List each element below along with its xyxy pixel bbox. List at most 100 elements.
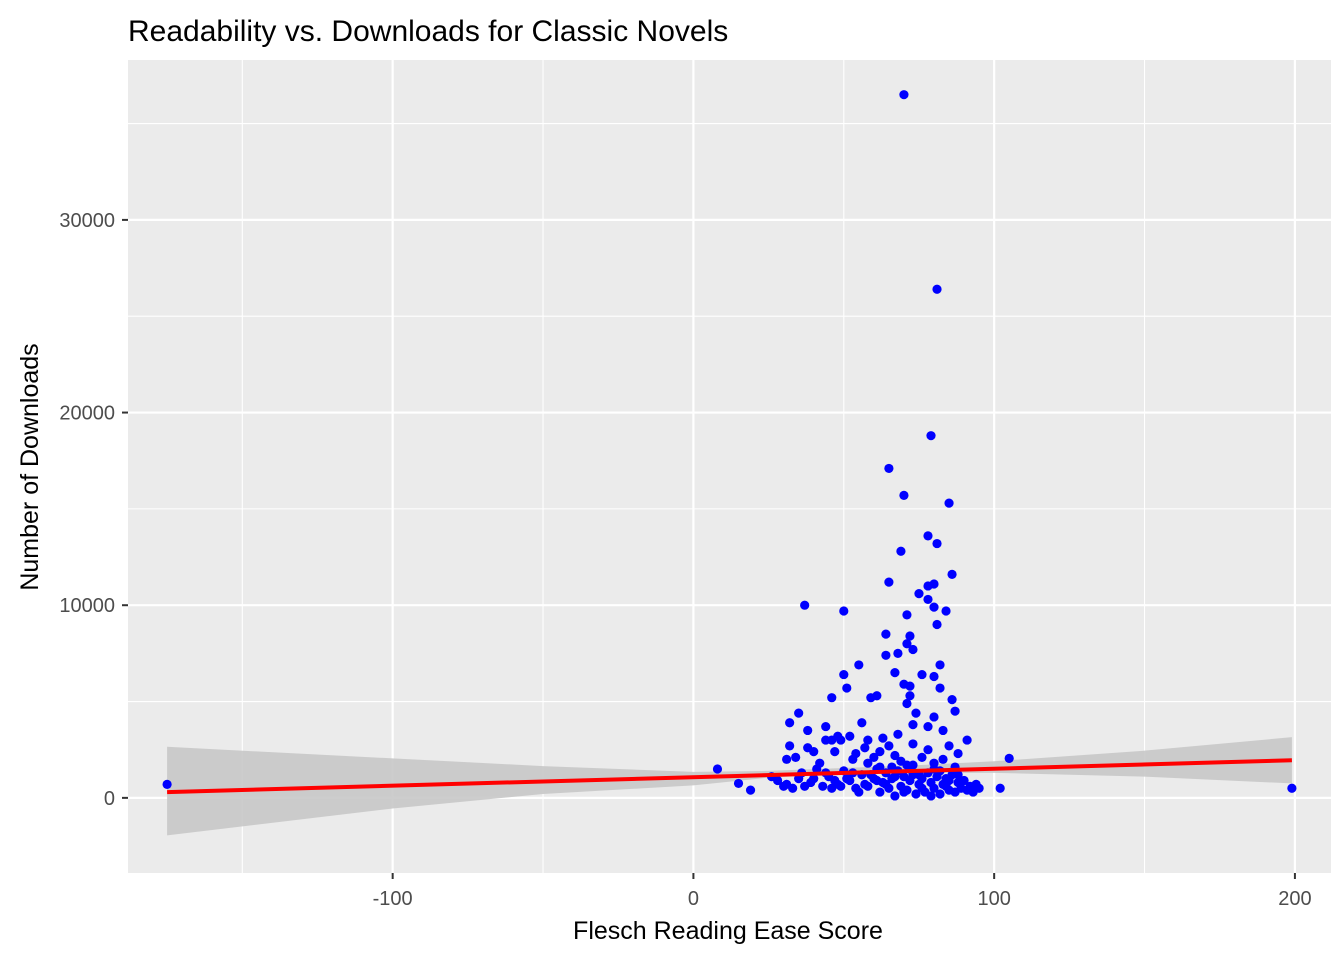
data-point: [821, 721, 831, 732]
data-point: [917, 752, 927, 763]
data-point: [863, 735, 873, 745]
data-point: [800, 781, 810, 791]
data-point: [929, 671, 939, 682]
data-point: [923, 745, 933, 755]
data-point: [890, 772, 900, 782]
data-point: [162, 779, 172, 789]
data-point: [788, 783, 798, 793]
data-point: [800, 600, 810, 610]
data-point: [779, 781, 789, 791]
data-point: [887, 762, 897, 772]
data-point: [923, 721, 933, 732]
data-point: [848, 754, 858, 764]
data-point: [839, 606, 849, 616]
y-axis: 0 10000 20000 30000: [59, 210, 128, 810]
data-point: [995, 783, 1005, 793]
data-point: [908, 720, 918, 730]
data-point: [905, 691, 915, 701]
data-point: [836, 735, 846, 745]
data-point: [896, 546, 906, 556]
data-point: [941, 781, 951, 791]
data-point: [974, 783, 984, 793]
data-point: [839, 669, 849, 680]
data-point: [908, 644, 918, 655]
y-tick-label: 10000: [59, 595, 115, 617]
data-point: [812, 764, 822, 774]
data-point: [881, 629, 891, 639]
x-tick-label: 200: [1278, 888, 1311, 910]
data-point: [860, 779, 870, 789]
data-point: [917, 669, 927, 680]
data-point: [890, 750, 900, 761]
data-point: [902, 760, 912, 770]
data-point: [947, 695, 957, 705]
data-point: [929, 579, 939, 589]
data-point: [959, 775, 969, 786]
data-point: [899, 787, 909, 797]
data-point: [917, 783, 927, 793]
fit-line-layer: [167, 758, 1292, 795]
data-point: [902, 698, 912, 709]
data-point: [842, 683, 852, 693]
data-point: [791, 752, 801, 763]
data-point: [893, 729, 903, 739]
data-point: [893, 648, 903, 658]
data-point: [935, 660, 945, 670]
data-point: [884, 463, 894, 474]
y-axis-title: Number of Downloads: [16, 343, 44, 590]
x-axis-title: Flesch Reading Ease Score: [573, 917, 883, 945]
data-point: [944, 498, 954, 508]
data-point: [926, 791, 936, 801]
data-point: [809, 773, 819, 784]
data-point: [929, 712, 939, 722]
minor-gridlines: [128, 60, 1331, 873]
data-point: [935, 683, 945, 693]
data-point: [938, 725, 948, 736]
y-tick-label: 20000: [59, 403, 115, 425]
data-point: [929, 602, 939, 612]
data-point: [875, 787, 885, 797]
regression-line: [167, 758, 1292, 795]
data-point: [794, 708, 804, 718]
data-point: [932, 284, 942, 294]
data-point: [890, 668, 900, 678]
data-point: [905, 681, 915, 691]
data-point: [902, 610, 912, 620]
data-point: [712, 764, 723, 774]
data-point: [911, 789, 921, 799]
data-point: [785, 718, 795, 728]
data-point: [842, 773, 852, 784]
data-point: [884, 577, 894, 587]
data-point: [911, 708, 921, 718]
data-point: [872, 775, 882, 786]
data-point: [875, 747, 885, 757]
data-point: [872, 691, 882, 701]
y-tick-label: 0: [104, 788, 115, 810]
data-point: [938, 754, 948, 764]
data-point: [950, 706, 960, 716]
data-point: [773, 775, 783, 786]
data-point: [914, 589, 924, 599]
data-point: [962, 735, 972, 745]
data-point: [830, 747, 840, 757]
data-point: [884, 741, 894, 751]
data-point: [932, 538, 942, 549]
data-point: [1287, 783, 1297, 793]
data-point: [929, 783, 939, 793]
data-point: [854, 787, 864, 797]
plot-panel: [128, 60, 1331, 873]
data-point: [860, 743, 870, 753]
data-point: [836, 781, 846, 791]
data-point: [899, 490, 909, 500]
data-point: [745, 785, 756, 795]
data-point: [953, 770, 963, 780]
data-point: [733, 778, 744, 789]
data-point: [830, 775, 840, 786]
data-point: [827, 735, 837, 745]
data-point: [875, 762, 885, 772]
data-point: [782, 754, 792, 764]
data-point: [827, 783, 837, 793]
data-point: [827, 693, 837, 703]
data-point: [1004, 753, 1014, 763]
